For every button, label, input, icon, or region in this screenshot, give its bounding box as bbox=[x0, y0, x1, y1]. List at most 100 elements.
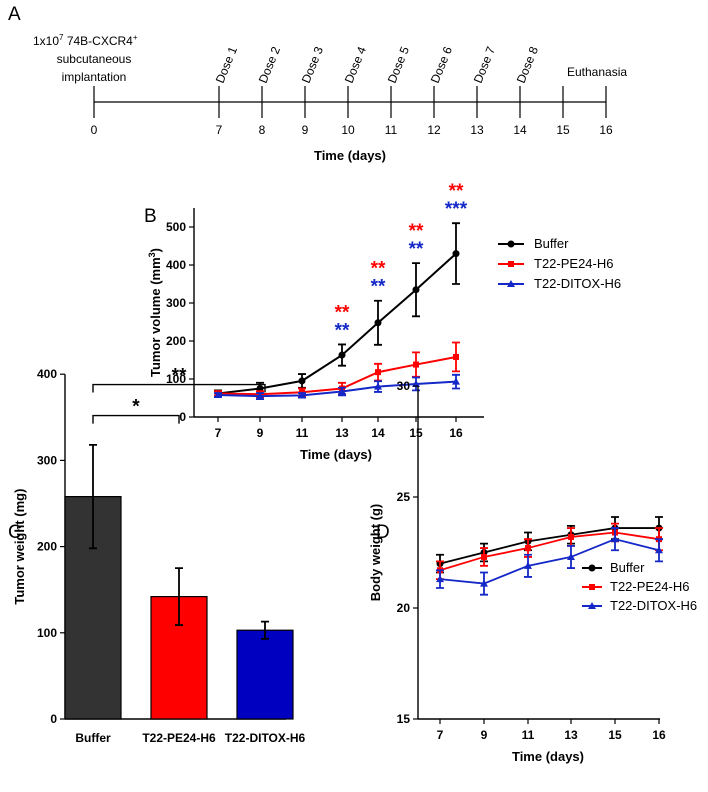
y-tick-label: 200 bbox=[166, 334, 186, 348]
implantation-label-line2: subcutaneous bbox=[57, 52, 132, 66]
data-point bbox=[412, 286, 420, 294]
x-tick-label: 13 bbox=[564, 728, 578, 742]
significance-red: ** bbox=[409, 221, 424, 242]
legend-marker bbox=[589, 584, 595, 590]
y-axis-title: Tumor weight (mg) bbox=[12, 489, 27, 605]
y-tick-label: 300 bbox=[37, 453, 57, 467]
x-tick-label: 15 bbox=[608, 728, 622, 742]
data-point bbox=[524, 561, 532, 569]
y-tick-label: 20 bbox=[397, 601, 411, 615]
y-tick-label: 100 bbox=[37, 626, 57, 640]
dose-label: Dose 2 bbox=[256, 44, 283, 85]
significance-bracket bbox=[92, 414, 180, 424]
euthanasia-label: Euthanasia bbox=[567, 65, 627, 79]
data-point bbox=[611, 535, 619, 543]
data-point bbox=[480, 579, 488, 587]
x-tick-label: 7 bbox=[437, 728, 444, 742]
dose-label: Dose 8 bbox=[514, 44, 541, 85]
timeline-panel: 1x107 74B-CXCR4+ subcutaneous implantati… bbox=[33, 33, 627, 163]
timeline-tick-label: 15 bbox=[556, 123, 570, 137]
tumor-volume-chart: 0 100 200 300 400 500 7 9 11 13 14 15 16 Time (days) T… bbox=[147, 181, 621, 462]
legend-marker bbox=[507, 280, 515, 287]
x-tick-label: 9 bbox=[481, 728, 488, 742]
y-tick-label: 200 bbox=[37, 540, 57, 554]
dose-label: Dose 6 bbox=[428, 44, 455, 85]
significance-blue: ** bbox=[371, 277, 386, 298]
error-bar bbox=[261, 620, 269, 640]
significance-label: ** bbox=[172, 366, 187, 387]
dose-label: Dose 4 bbox=[342, 44, 369, 85]
panel-letter-b: B bbox=[144, 206, 157, 227]
y-tick-label: 25 bbox=[397, 490, 411, 504]
x-tick-label: 14 bbox=[371, 426, 385, 440]
data-point bbox=[452, 250, 460, 258]
data-point bbox=[412, 379, 420, 387]
timeline-tick-label: 11 bbox=[385, 123, 398, 137]
error-bar bbox=[175, 567, 183, 626]
significance-red: ** bbox=[371, 259, 386, 280]
x-axis-title: Time (days) bbox=[512, 749, 584, 764]
y-axis-title: Tumor volume (mm3) bbox=[147, 248, 163, 377]
y-tick-label: 500 bbox=[166, 220, 186, 234]
series-line bbox=[439, 538, 660, 585]
legend-marker bbox=[508, 261, 514, 267]
legend-label: T22-DITOX-H6 bbox=[610, 598, 697, 613]
x-tick-label: 16 bbox=[652, 728, 666, 742]
timeline-tick-label: 0 bbox=[91, 123, 98, 137]
error-bar bbox=[89, 443, 97, 550]
significance-red: ** bbox=[335, 302, 350, 323]
data-point bbox=[374, 319, 382, 327]
x-tick-label: T22-DITOX-H6 bbox=[225, 731, 306, 745]
data-point bbox=[481, 553, 487, 560]
x-tick-label: 11 bbox=[522, 728, 535, 742]
dose-label: Dose 5 bbox=[385, 44, 412, 85]
implantation-label-line1: 1x107 74B-CXCR4+ bbox=[33, 33, 138, 48]
data-point bbox=[338, 351, 346, 359]
x-axis-title: Time (days) bbox=[300, 447, 372, 462]
x-tick-label: Buffer bbox=[75, 731, 111, 745]
data-point bbox=[453, 353, 459, 360]
data-point bbox=[567, 552, 575, 560]
y-tick-label: 30 bbox=[397, 379, 411, 393]
timeline-tick-label: 16 bbox=[599, 123, 613, 137]
y-tick-label: 300 bbox=[166, 296, 186, 310]
y-tick-label: 15 bbox=[397, 712, 411, 726]
significance-label: * bbox=[132, 397, 140, 418]
y-tick-label: 0 bbox=[179, 410, 186, 424]
timeline-tick-label: 14 bbox=[513, 123, 527, 137]
timeline-xlabel: Time (days) bbox=[314, 148, 386, 163]
y-axis-title: Body weight (g) bbox=[368, 504, 383, 602]
y-tick-label: 100 bbox=[166, 372, 186, 386]
x-tick-label: 13 bbox=[335, 426, 349, 440]
data-point bbox=[256, 392, 264, 400]
significance-red: ** bbox=[449, 181, 464, 202]
dose-label: Dose 7 bbox=[471, 44, 498, 85]
significance-blue: *** bbox=[445, 199, 468, 220]
significance-blue: ** bbox=[335, 320, 350, 341]
data-point bbox=[375, 369, 381, 376]
x-tick-label: 9 bbox=[257, 426, 264, 440]
legend-label: Buffer bbox=[610, 560, 645, 575]
data-point bbox=[452, 377, 460, 385]
x-tick-label: T22-PE24-H6 bbox=[142, 731, 216, 745]
timeline-tick-label: 7 bbox=[216, 123, 223, 137]
significance-bracket bbox=[92, 383, 266, 393]
data-point bbox=[413, 361, 419, 368]
data-point bbox=[214, 390, 222, 398]
y-tick-label: 400 bbox=[37, 367, 57, 381]
timeline-tick-label: 10 bbox=[341, 123, 355, 137]
y-tick-label: 400 bbox=[166, 258, 186, 272]
y-tick-label: 0 bbox=[50, 712, 57, 726]
x-tick-label: 15 bbox=[409, 426, 423, 440]
data-point bbox=[374, 382, 382, 390]
data-point bbox=[298, 391, 306, 399]
data-point bbox=[655, 546, 663, 554]
data-point bbox=[298, 377, 306, 385]
legend-marker bbox=[588, 564, 596, 572]
series-line bbox=[439, 531, 660, 572]
legend-label: T22-DITOX-H6 bbox=[534, 276, 621, 291]
data-point bbox=[338, 387, 346, 395]
x-tick-label: 7 bbox=[215, 426, 222, 440]
panel-letter-d: D bbox=[376, 522, 390, 543]
